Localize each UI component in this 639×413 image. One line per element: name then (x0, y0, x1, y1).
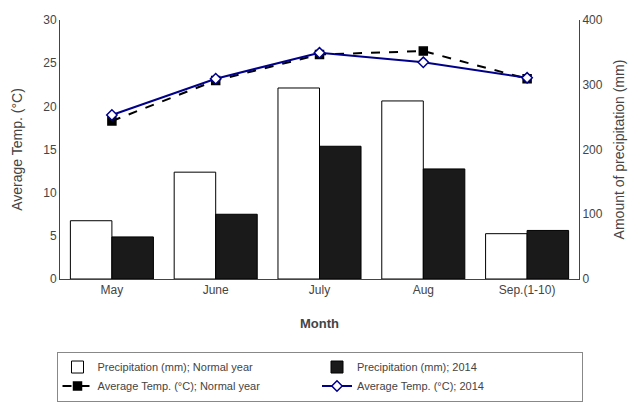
svg-text:Aug: Aug (413, 283, 434, 297)
svg-text:July: July (309, 283, 330, 297)
svg-text:Average Temp. (°C); 2014: Average Temp. (°C); 2014 (357, 380, 484, 392)
svg-text:300: 300 (582, 78, 602, 92)
svg-text:Average Temp. (°C); Normal yea: Average Temp. (°C); Normal year (98, 380, 261, 392)
svg-text:Precipitation (mm); 2014: Precipitation (mm); 2014 (357, 361, 477, 373)
svg-text:25: 25 (43, 56, 57, 70)
svg-text:0: 0 (582, 272, 589, 286)
svg-text:June: June (203, 283, 229, 297)
svg-text:200: 200 (582, 143, 602, 157)
svg-text:Average Temp. (°C): Average Temp. (°C) (9, 88, 25, 211)
svg-text:400: 400 (582, 13, 602, 27)
svg-text:100: 100 (582, 207, 602, 221)
svg-text:Amount of precipitation (mm): Amount of precipitation (mm) (611, 60, 627, 240)
svg-text:15: 15 (43, 143, 57, 157)
svg-text:Sep.(1-10): Sep.(1-10) (499, 283, 556, 297)
svg-text:0: 0 (50, 272, 57, 286)
svg-text:30: 30 (43, 13, 57, 27)
svg-text:Precipitation (mm); Normal yea: Precipitation (mm); Normal year (98, 361, 254, 373)
svg-text:May: May (101, 283, 124, 297)
svg-text:Month: Month (300, 316, 339, 331)
svg-text:10: 10 (43, 186, 57, 200)
svg-text:20: 20 (43, 100, 57, 114)
svg-text:5: 5 (50, 229, 57, 243)
